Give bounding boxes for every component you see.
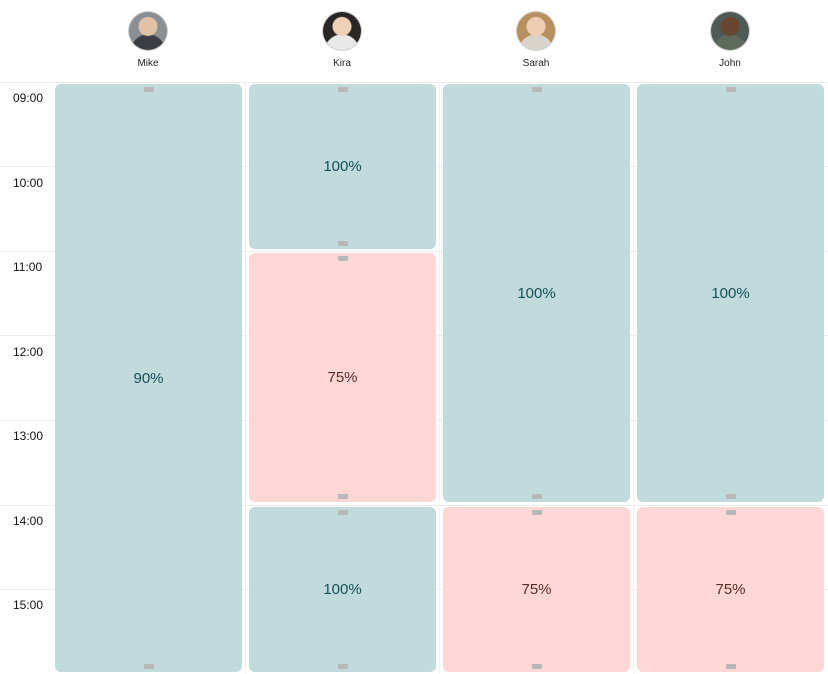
- time-label: 11:00: [13, 260, 43, 274]
- resize-handle-bottom[interactable]: [337, 241, 348, 246]
- shift-block-kira-2[interactable]: 75%: [249, 253, 436, 502]
- shift-block-kira-1[interactable]: 100%: [249, 84, 436, 249]
- block-label: 90%: [133, 369, 164, 387]
- person-name: Kira: [333, 58, 351, 69]
- time-label: 12:00: [13, 345, 44, 359]
- shift-block-kira-3[interactable]: 100%: [249, 507, 436, 672]
- resize-handle-bottom[interactable]: [531, 494, 542, 499]
- resize-handle-top[interactable]: [337, 87, 348, 92]
- hour-line: [0, 505, 828, 506]
- block-label: 100%: [517, 284, 556, 302]
- resize-handle-bottom[interactable]: [143, 664, 154, 669]
- resize-handle-bottom[interactable]: [337, 664, 348, 669]
- resize-handle-top[interactable]: [143, 87, 154, 92]
- block-label: 75%: [327, 369, 358, 386]
- resize-handle-top[interactable]: [531, 87, 542, 92]
- hour-line: [0, 251, 828, 252]
- shift-block-sarah-2[interactable]: 75%: [443, 507, 630, 672]
- resize-handle-bottom[interactable]: [531, 664, 542, 669]
- resize-handle-top[interactable]: [337, 510, 348, 515]
- block-label: 100%: [323, 581, 362, 598]
- avatar-sarah-icon[interactable]: [517, 12, 555, 50]
- column-divider: [245, 82, 246, 674]
- block-label: 75%: [715, 581, 746, 598]
- column-divider: [439, 82, 440, 674]
- person-name: John: [719, 58, 741, 69]
- time-label: 13:00: [13, 429, 44, 443]
- schedule-header: Mike Kira Sarah John: [0, 0, 828, 82]
- avatar-kira-icon[interactable]: [323, 12, 361, 50]
- shift-block-john-1[interactable]: 100%: [637, 84, 824, 502]
- resize-handle-top[interactable]: [531, 510, 542, 515]
- shift-block-sarah-1[interactable]: 100%: [443, 84, 630, 502]
- block-label: 75%: [521, 581, 552, 598]
- schedule-grid: 09:00 10:00 11:00 12:00 13:00 14:00 15:0…: [0, 82, 828, 674]
- person-mike[interactable]: Mike: [54, 12, 242, 69]
- person-name: Sarah: [522, 58, 550, 69]
- resize-handle-bottom[interactable]: [725, 664, 736, 669]
- resize-handle-bottom[interactable]: [337, 494, 348, 499]
- time-label: 15:00: [13, 598, 44, 612]
- column-divider: [633, 82, 634, 674]
- resize-handle-top[interactable]: [337, 256, 348, 261]
- person-name: Mike: [137, 58, 159, 69]
- resize-handle-top[interactable]: [725, 87, 736, 92]
- person-john[interactable]: John: [636, 12, 824, 69]
- time-label: 10:00: [13, 176, 44, 190]
- person-sarah[interactable]: Sarah: [442, 12, 630, 69]
- resize-handle-top[interactable]: [725, 510, 736, 515]
- block-label: 100%: [323, 158, 362, 175]
- shift-block-john-2[interactable]: 75%: [637, 507, 824, 672]
- resize-handle-bottom[interactable]: [725, 494, 736, 499]
- block-label: 100%: [711, 284, 750, 302]
- time-label: 09:00: [13, 91, 44, 105]
- person-kira[interactable]: Kira: [248, 12, 436, 69]
- shift-block-mike-1[interactable]: 90%: [55, 84, 242, 672]
- hour-line: [0, 82, 828, 83]
- time-label: 14:00: [13, 514, 44, 528]
- avatar-mike-icon[interactable]: [129, 12, 167, 50]
- avatar-john-icon[interactable]: [711, 12, 749, 50]
